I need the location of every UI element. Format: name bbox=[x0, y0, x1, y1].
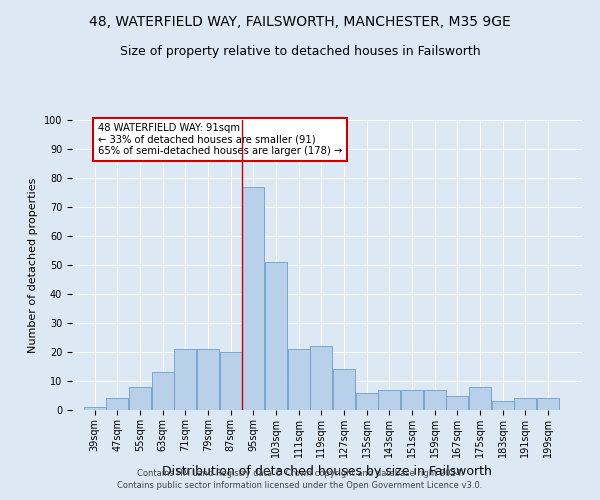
Bar bbox=[378, 390, 400, 410]
Bar bbox=[537, 398, 559, 410]
Bar bbox=[152, 372, 174, 410]
Bar bbox=[401, 390, 423, 410]
Bar bbox=[129, 387, 151, 410]
Bar bbox=[310, 346, 332, 410]
Bar bbox=[514, 398, 536, 410]
Bar bbox=[356, 392, 378, 410]
Bar bbox=[491, 402, 514, 410]
Y-axis label: Number of detached properties: Number of detached properties bbox=[28, 178, 38, 352]
Text: 48, WATERFIELD WAY, FAILSWORTH, MANCHESTER, M35 9GE: 48, WATERFIELD WAY, FAILSWORTH, MANCHEST… bbox=[89, 15, 511, 29]
Bar bbox=[83, 407, 106, 410]
Bar bbox=[220, 352, 242, 410]
Bar bbox=[287, 349, 310, 410]
Text: 48 WATERFIELD WAY: 91sqm
← 33% of detached houses are smaller (91)
65% of semi-d: 48 WATERFIELD WAY: 91sqm ← 33% of detach… bbox=[98, 123, 342, 156]
X-axis label: Distribution of detached houses by size in Failsworth: Distribution of detached houses by size … bbox=[162, 466, 492, 478]
Bar bbox=[469, 387, 491, 410]
Bar bbox=[106, 398, 128, 410]
Text: Size of property relative to detached houses in Failsworth: Size of property relative to detached ho… bbox=[119, 45, 481, 58]
Bar bbox=[242, 186, 265, 410]
Text: Contains HM Land Registry data © Crown copyright and database right 2024.
Contai: Contains HM Land Registry data © Crown c… bbox=[118, 469, 482, 490]
Bar bbox=[424, 390, 446, 410]
Bar bbox=[197, 349, 219, 410]
Bar bbox=[446, 396, 469, 410]
Bar bbox=[174, 349, 196, 410]
Bar bbox=[265, 262, 287, 410]
Bar bbox=[333, 370, 355, 410]
